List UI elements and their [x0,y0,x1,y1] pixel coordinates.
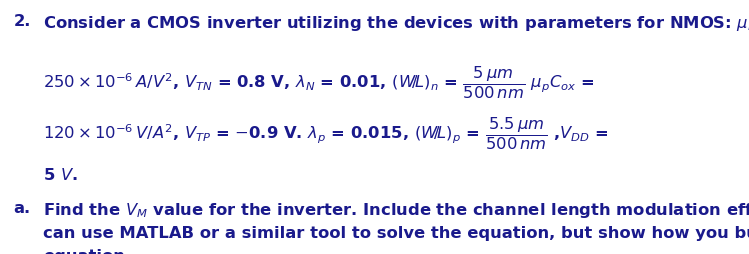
Text: Find the $V_M$ value for the inverter. Include the channel length modulation eff: Find the $V_M$ value for the inverter. I… [43,201,749,220]
Text: $120 \times 10^{-6}\,V/A^2$, $V_{TP}$ = $-$0.9 V. $\lambda_p$ = 0.015, $\left(\m: $120 \times 10^{-6}\,V/A^2$, $V_{TP}$ = … [43,116,609,152]
Text: $250 \times 10^{-6}\,A/V^2$, $V_{TN}$ = 0.8 V, $\lambda_N$ = 0.01, $\left(\mathi: $250 \times 10^{-6}\,A/V^2$, $V_{TN}$ = … [43,65,595,101]
Text: 5 $\mathit{V}$.: 5 $\mathit{V}$. [43,166,78,182]
Text: can use MATLAB or a similar tool to solve the equation, but show how you build t: can use MATLAB or a similar tool to solv… [43,225,749,240]
Text: Consider a CMOS inverter utilizing the devices with parameters for NMOS: $\mu_n : Consider a CMOS inverter utilizing the d… [43,14,749,33]
Text: equation.: equation. [43,248,131,254]
Text: a.: a. [13,201,31,216]
Text: 2.: 2. [13,14,31,29]
